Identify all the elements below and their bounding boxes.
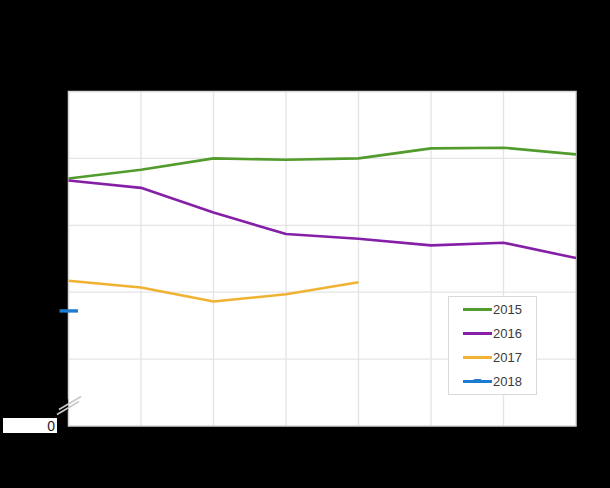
legend-swatch-2017 — [463, 356, 492, 359]
legend-item-2016: 2016 — [463, 326, 536, 341]
y-axis-zero-label-box: 0 — [3, 418, 57, 433]
legend-label: 2017 — [493, 350, 522, 365]
legend-swatch-2018 — [463, 380, 492, 383]
chart-canvas — [0, 0, 610, 488]
y-axis-zero-tick-label: 0 — [47, 418, 55, 434]
legend-item-2017: 2017 — [463, 350, 536, 365]
legend-swatch-2015 — [463, 308, 492, 311]
legend-swatch-marker — [473, 379, 482, 384]
legend: 2015 2016 2017 2018 — [448, 296, 537, 395]
legend-item-2018: 2018 — [463, 374, 536, 389]
legend-label: 2018 — [493, 374, 522, 389]
legend-label: 2016 — [493, 326, 522, 341]
legend-swatch-2016 — [463, 332, 492, 335]
legend-label: 2015 — [493, 302, 522, 317]
legend-item-2015: 2015 — [463, 302, 536, 317]
